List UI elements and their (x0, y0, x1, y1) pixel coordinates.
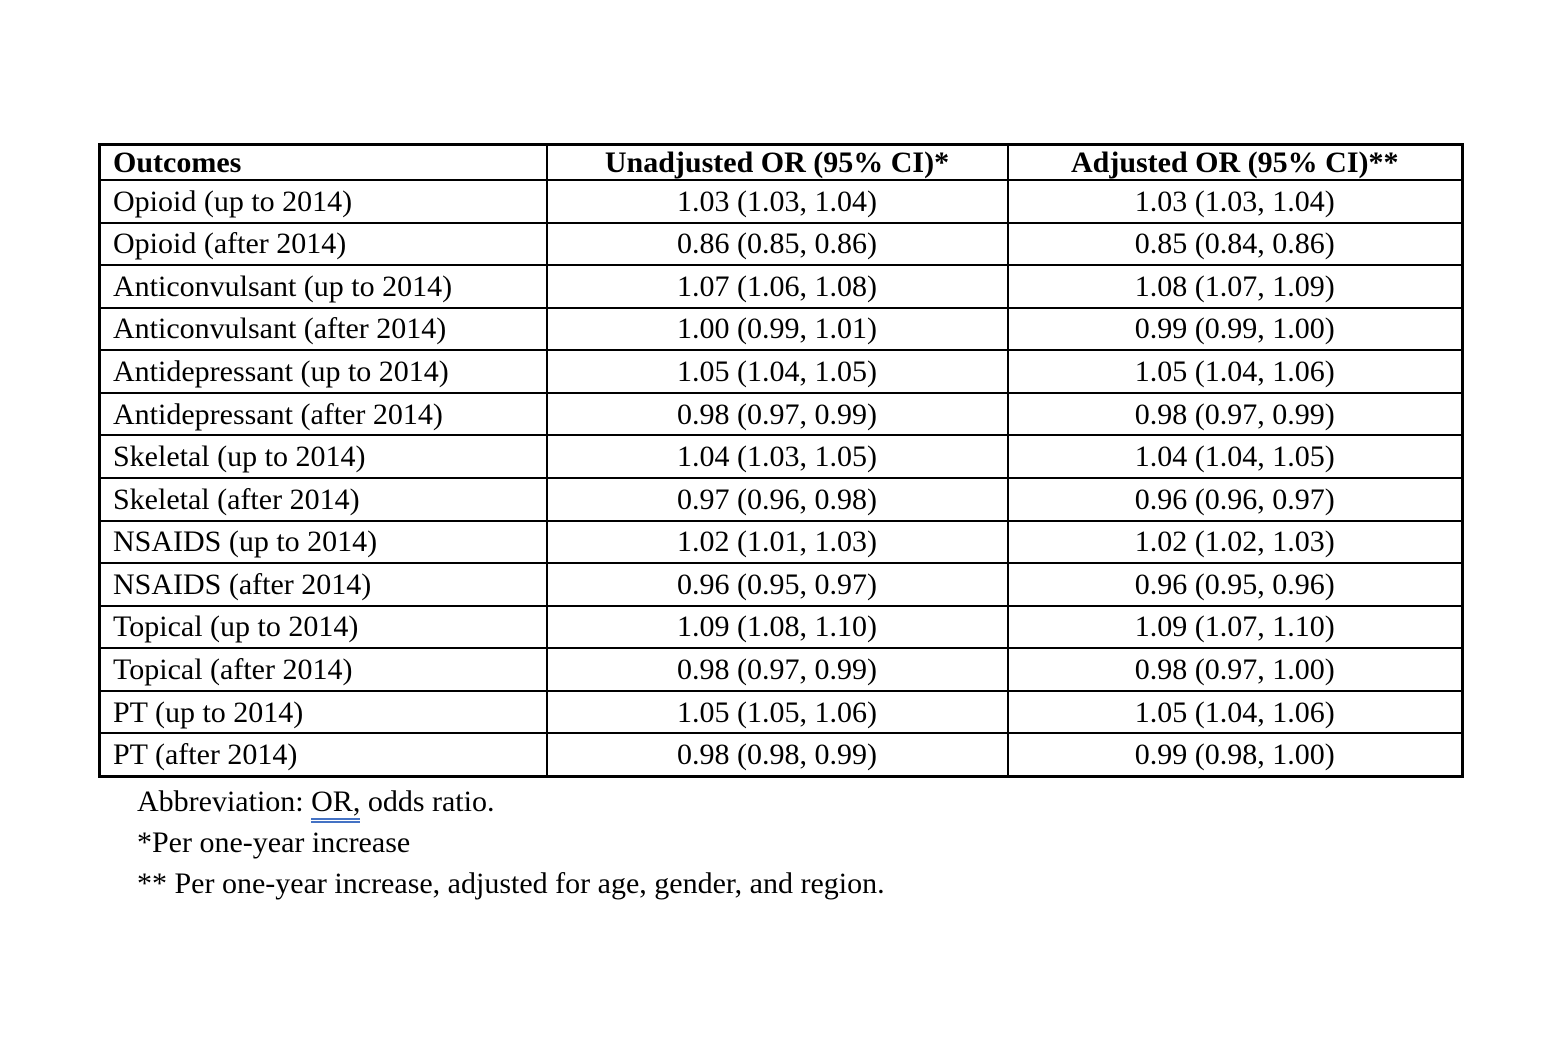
table-row: Anticonvulsant (up to 2014) 1.07 (1.06, … (98, 264, 1464, 309)
column-header-unadjusted-or: Unadjusted OR (95% CI)* (545, 143, 1009, 181)
unadjusted-or-value: 1.07 (1.06, 1.08) (545, 264, 1009, 309)
table-row: Antidepressant (after 2014) 0.98 (0.97, … (98, 391, 1464, 437)
column-header-adjusted-or: Adjusted OR (95% CI)** (1006, 143, 1464, 181)
table-row: Anticonvulsant (after 2014) 1.00 (0.99, … (98, 306, 1464, 352)
outcome-label: PT (up to 2014) (98, 689, 548, 735)
outcome-label: Anticonvulsant (after 2014) (98, 306, 548, 352)
footnotes: Abbreviation: OR, odds ratio. *Per one-y… (137, 781, 885, 904)
outcomes-or-table: Outcomes Unadjusted OR (95% CI)* Adjuste… (98, 143, 1464, 778)
table-row: NSAIDS (up to 2014) 1.02 (1.01, 1.03) 1.… (98, 519, 1464, 565)
outcome-label: Antidepressant (after 2014) (98, 391, 548, 437)
unadjusted-or-value: 1.05 (1.04, 1.05) (545, 349, 1009, 394)
adjusted-or-value: 0.98 (0.97, 0.99) (1006, 391, 1464, 437)
unadjusted-or-value: 0.86 (0.85, 0.86) (545, 221, 1009, 267)
outcome-label: NSAIDS (after 2014) (98, 562, 548, 607)
table-row: Skeletal (up to 2014) 1.04 (1.03, 1.05) … (98, 434, 1464, 479)
table-row: NSAIDS (after 2014) 0.96 (0.95, 0.97) 0.… (98, 562, 1464, 607)
unadjusted-or-value: 0.97 (0.96, 0.98) (545, 476, 1009, 522)
abbreviation-prefix: Abbreviation: (137, 785, 312, 818)
adjusted-or-value: 1.08 (1.07, 1.09) (1006, 264, 1464, 309)
adjusted-or-value: 1.04 (1.04, 1.05) (1006, 434, 1464, 479)
table-row: Opioid (up to 2014) 1.03 (1.03, 1.04) 1.… (98, 179, 1464, 224)
adjusted-or-value: 0.85 (0.84, 0.86) (1006, 221, 1464, 267)
outcome-label: PT (after 2014) (98, 732, 548, 778)
table-row: Opioid (after 2014) 0.86 (0.85, 0.86) 0.… (98, 221, 1464, 267)
adjusted-or-value: 0.96 (0.95, 0.96) (1006, 562, 1464, 607)
unadjusted-or-value: 0.98 (0.97, 0.99) (545, 391, 1009, 437)
outcome-label: Antidepressant (up to 2014) (98, 349, 548, 394)
unadjusted-or-value: 0.98 (0.97, 0.99) (545, 647, 1009, 692)
adjusted-or-value: 1.05 (1.04, 1.06) (1006, 349, 1464, 394)
adjusted-or-value: 0.98 (0.97, 1.00) (1006, 647, 1464, 692)
table-row: Skeletal (after 2014) 0.97 (0.96, 0.98) … (98, 476, 1464, 522)
adjusted-or-value: 1.03 (1.03, 1.04) (1006, 179, 1464, 224)
outcome-label: Skeletal (up to 2014) (98, 434, 548, 479)
unadjusted-or-value: 1.00 (0.99, 1.01) (545, 306, 1009, 352)
unadjusted-or-value: 1.02 (1.01, 1.03) (545, 519, 1009, 565)
unadjusted-or-value: 1.09 (1.08, 1.10) (545, 604, 1009, 650)
table-header-row: Outcomes Unadjusted OR (95% CI)* Adjuste… (98, 143, 1464, 181)
table-row: Topical (up to 2014) 1.09 (1.08, 1.10) 1… (98, 604, 1464, 650)
outcome-label: Skeletal (after 2014) (98, 476, 548, 522)
table-row: PT (up to 2014) 1.05 (1.05, 1.06) 1.05 (… (98, 689, 1464, 735)
adjusted-or-value: 0.96 (0.96, 0.97) (1006, 476, 1464, 522)
adjusted-or-value: 1.09 (1.07, 1.10) (1006, 604, 1464, 650)
abbreviation-note: Abbreviation: OR, odds ratio. (137, 781, 885, 823)
abbreviation-term: OR, (311, 785, 361, 823)
adjusted-or-value: 1.02 (1.02, 1.03) (1006, 519, 1464, 565)
adjusted-or-value: 0.99 (0.98, 1.00) (1006, 732, 1464, 778)
outcome-label: NSAIDS (up to 2014) (98, 519, 548, 565)
unadjusted-or-value: 0.98 (0.98, 0.99) (545, 732, 1009, 778)
outcome-label: Opioid (up to 2014) (98, 179, 548, 224)
table-row: Antidepressant (up to 2014) 1.05 (1.04, … (98, 349, 1464, 394)
table-row: PT (after 2014) 0.98 (0.98, 0.99) 0.99 (… (98, 732, 1464, 778)
unadjusted-or-value: 1.03 (1.03, 1.04) (545, 179, 1009, 224)
footnote-single-asterisk: *Per one-year increase (137, 826, 411, 859)
outcome-label: Topical (after 2014) (98, 647, 548, 692)
outcome-label: Anticonvulsant (up to 2014) (98, 264, 548, 309)
outcome-label: Topical (up to 2014) (98, 604, 548, 650)
table-row: Topical (after 2014) 0.98 (0.97, 0.99) 0… (98, 647, 1464, 692)
adjusted-or-value: 0.99 (0.99, 1.00) (1006, 306, 1464, 352)
unadjusted-or-value: 1.04 (1.03, 1.05) (545, 434, 1009, 479)
column-header-outcomes: Outcomes (98, 143, 548, 181)
outcome-label: Opioid (after 2014) (98, 221, 548, 267)
footnote-double-asterisk: ** Per one-year increase, adjusted for a… (137, 867, 885, 900)
adjusted-or-value: 1.05 (1.04, 1.06) (1006, 689, 1464, 735)
unadjusted-or-value: 1.05 (1.05, 1.06) (545, 689, 1009, 735)
abbreviation-suffix: odds ratio. (360, 785, 495, 818)
unadjusted-or-value: 0.96 (0.95, 0.97) (545, 562, 1009, 607)
